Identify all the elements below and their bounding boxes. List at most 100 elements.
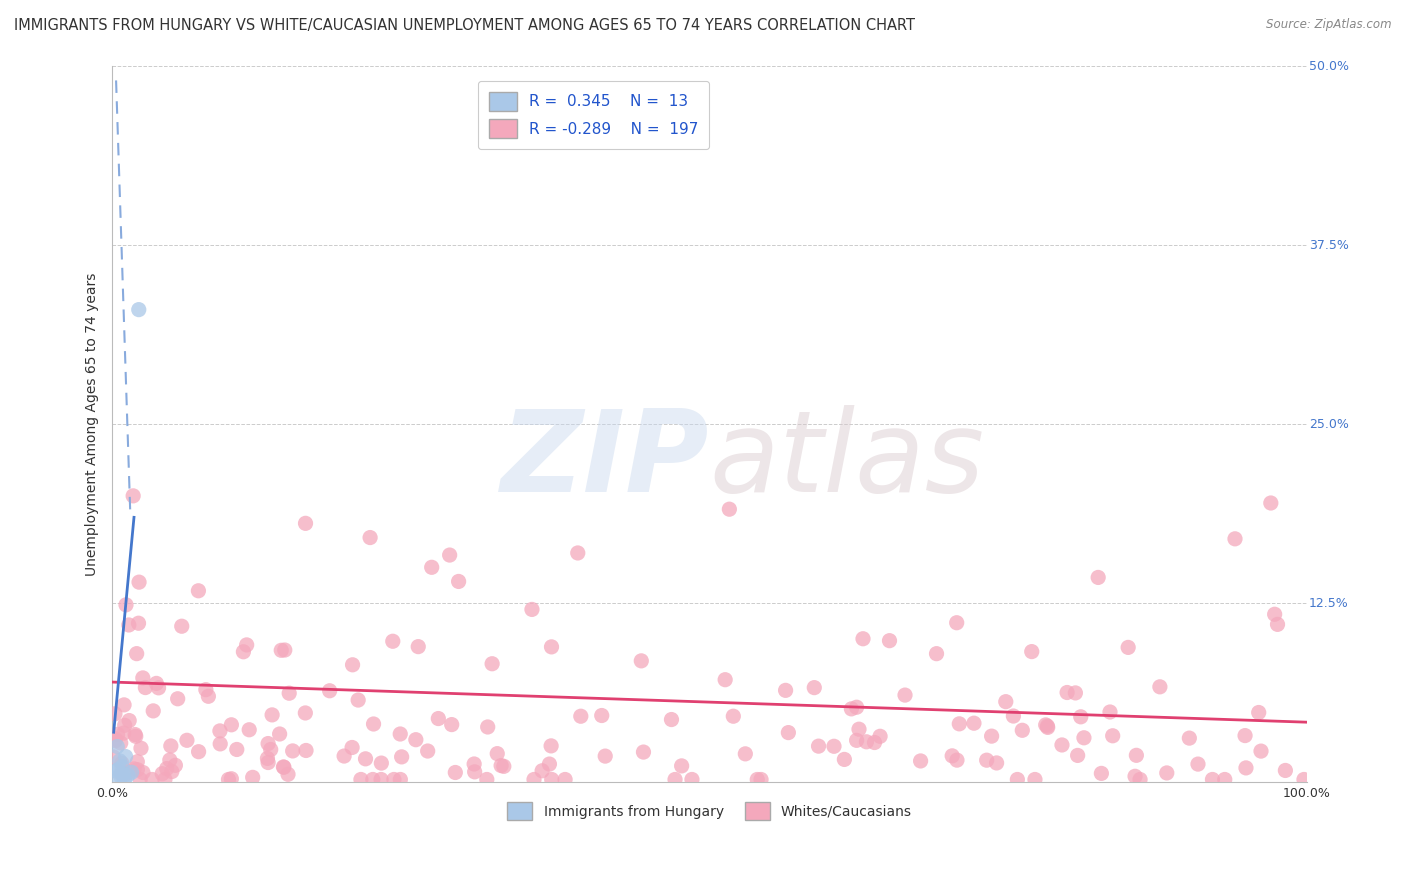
Point [150,766,173,780]
Point [107,763,129,777]
Point [142,704,165,718]
Point [948,716,970,731]
Point [894,688,917,702]
Point [540,772,562,787]
Point [481,657,503,671]
Point [439,548,461,562]
Point [841,702,863,716]
Point [108,754,131,768]
Point [538,757,561,772]
Point [294,706,316,720]
Point [117,768,139,782]
Point [1073,731,1095,745]
Point [270,643,292,657]
Point [1116,640,1139,655]
Point [359,531,381,545]
Point [170,619,193,633]
Point [1156,766,1178,780]
Point [391,750,413,764]
Point [540,739,562,753]
Point [1070,710,1092,724]
Point [848,722,870,736]
Point [340,740,363,755]
Point [723,709,745,723]
Point [107,727,129,741]
Point [845,700,868,714]
Point [389,727,412,741]
Point [1036,719,1059,733]
Point [370,772,392,787]
Point [1149,680,1171,694]
Point [1050,738,1073,752]
Text: Source: ZipAtlas.com: Source: ZipAtlas.com [1267,18,1392,31]
Point [681,772,703,787]
Point [132,671,155,685]
Point [187,583,209,598]
Point [531,764,554,778]
Point [176,733,198,747]
Point [994,695,1017,709]
Point [274,643,297,657]
Point [1129,772,1152,787]
Point [105,739,128,754]
Point [318,683,340,698]
Point [1090,766,1112,780]
Point [141,772,163,787]
Point [1187,757,1209,772]
Point [294,516,316,531]
Point [103,750,125,764]
Point [489,758,512,772]
Point [778,725,800,739]
Point [160,764,183,779]
Point [661,713,683,727]
Point [342,657,364,672]
Point [593,749,616,764]
Point [1064,686,1087,700]
Point [1011,723,1033,738]
Point [159,739,181,753]
Point [405,732,427,747]
Point [633,745,655,759]
Point [1264,607,1286,622]
Point [221,718,243,732]
Point [427,712,450,726]
Point [986,756,1008,770]
Point [1098,705,1121,719]
Point [111,759,134,773]
Point [718,502,741,516]
Point [148,681,170,695]
Point [1036,720,1059,734]
Point [129,741,152,756]
Point [128,302,150,317]
Point [879,633,901,648]
Point [440,717,463,731]
Point [295,743,318,757]
Point [1234,729,1257,743]
Point [194,682,217,697]
Point [105,764,128,778]
Point [112,698,135,712]
Point [945,615,967,630]
Point [523,772,546,787]
Point [347,693,370,707]
Point [273,760,295,774]
Point [256,751,278,765]
Point [540,640,562,654]
Point [1101,729,1123,743]
Point [370,756,392,770]
Text: 12.5%: 12.5% [1309,597,1348,610]
Legend: Immigrants from Hungary, Whites/Caucasians: Immigrants from Hungary, Whites/Caucasia… [502,797,917,825]
Point [1002,709,1025,723]
Point [122,489,145,503]
Point [1066,748,1088,763]
Point [1201,772,1223,787]
Point [118,714,141,728]
Point [381,634,404,648]
Point [197,690,219,704]
Point [110,766,132,780]
Point [110,770,132,784]
Point [714,673,737,687]
Point [363,717,385,731]
Point [127,763,149,777]
Point [569,709,592,723]
